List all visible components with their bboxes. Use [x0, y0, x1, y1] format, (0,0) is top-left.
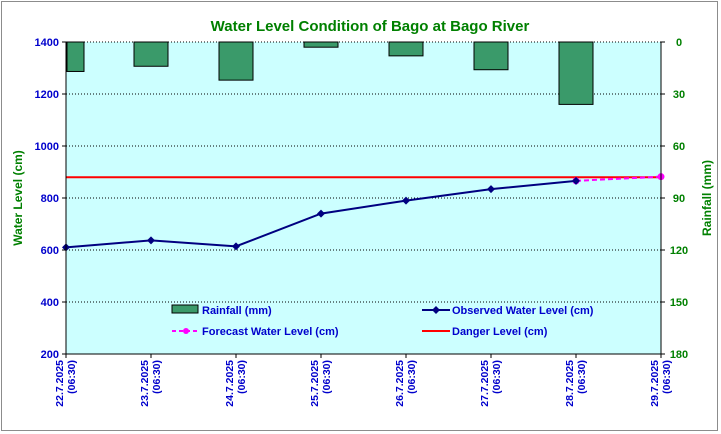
x-tick-time: (06:30)	[321, 360, 333, 394]
y2-tick-label: 180	[670, 349, 688, 361]
y2-tick-label: 0	[676, 37, 682, 49]
legend-marker-observed	[432, 306, 440, 314]
x-tick-label: 23.7.2025 (06:30)	[139, 360, 163, 407]
rainfall-bars	[66, 41, 594, 105]
rainfall-bar	[558, 41, 594, 105]
legend: Rainfall (mm) Observed Water Level (cm) Fo…	[171, 304, 594, 338]
observed-point	[147, 236, 155, 245]
y-tick-label: 800	[41, 193, 59, 205]
legend-item: Observed Water Level (cm)	[422, 305, 594, 317]
legend-label: Observed Water Level (cm)	[452, 305, 594, 317]
legend-marker-forecast	[183, 328, 189, 334]
x-tick-label: 22.7.2025 (06:30)	[54, 360, 78, 407]
water-level-lines	[62, 173, 665, 252]
x-tick-label: 26.7.2025 (06:30)	[394, 360, 418, 407]
x-tick-time: (06:30)	[491, 360, 503, 394]
x-tick-date: 29.7.2025	[649, 360, 661, 407]
rainfall-bar	[218, 41, 254, 81]
observed-point	[572, 176, 580, 185]
x-tick-date: 24.7.2025	[224, 360, 236, 407]
legend-label: Forecast Water Level (cm)	[202, 326, 339, 338]
rainfall-bar	[133, 41, 169, 67]
x-tick-label: 25.7.2025 (06:30)	[309, 360, 333, 407]
legend-label: Rainfall (mm)	[202, 305, 272, 317]
x-tick-time: (06:30)	[66, 360, 78, 394]
y2-tick-label: 60	[673, 141, 685, 153]
x-tick-time: (06:30)	[576, 360, 588, 394]
legend-item: Forecast Water Level (cm)	[172, 326, 339, 338]
rainfall-bar	[473, 41, 509, 71]
y2-tick-label: 150	[670, 297, 688, 309]
x-tick-time: (06:30)	[661, 360, 673, 394]
rainfall-bar	[66, 41, 85, 72]
observed-point	[402, 196, 410, 205]
chart-title: Water Level Condition of Bago at Bago Ri…	[211, 18, 530, 35]
rainfall-bar	[388, 41, 424, 57]
rainfall-bar	[303, 41, 339, 48]
x-tick-time: (06:30)	[151, 360, 163, 394]
forecast-line	[575, 175, 662, 182]
observed-point	[317, 209, 325, 218]
y-tick-label: 600	[41, 245, 59, 257]
y2-tick-label: 120	[670, 245, 688, 257]
legend-item: Rainfall (mm)	[171, 304, 272, 317]
y2-tick-label: 30	[673, 89, 685, 101]
y2-tick-label: 90	[673, 193, 685, 205]
y-tick-label: 1400	[35, 37, 59, 49]
legend-swatch-rainfall	[171, 304, 199, 314]
y2-axis-title: Rainfall (mm)	[700, 160, 714, 236]
x-tick-date: 23.7.2025	[139, 360, 151, 407]
y-tick-label: 400	[41, 297, 59, 309]
x-tick-time: (06:30)	[406, 360, 418, 394]
x-tick-label: 28.7.2025 (06:30)	[564, 360, 588, 407]
axes: 200 400 600 800 1000 1200 1400 0 30 60 90 120 150 180…	[35, 37, 689, 407]
observed-point	[232, 242, 240, 251]
x-tick-date: 26.7.2025	[394, 360, 406, 407]
x-tick-label: 27.7.2025 (06:30)	[479, 360, 503, 407]
x-tick-label: 24.7.2025 (06:30)	[224, 360, 248, 407]
legend-item: Danger Level (cm)	[422, 326, 548, 338]
observed-point	[487, 185, 495, 194]
y-tick-label: 200	[41, 349, 59, 361]
x-tick-date: 25.7.2025	[309, 360, 321, 407]
x-tick-date: 27.7.2025	[479, 360, 491, 407]
x-tick-date: 28.7.2025	[564, 360, 576, 407]
y-axis-title: Water Level (cm)	[11, 150, 25, 246]
x-tick-date: 22.7.2025	[54, 360, 66, 407]
y-tick-label: 1200	[35, 89, 59, 101]
legend-label: Danger Level (cm)	[452, 326, 548, 338]
x-tick-time: (06:30)	[236, 360, 248, 394]
y-tick-label: 1000	[35, 141, 59, 153]
x-tick-label: 29.7.2025 (06:30)	[649, 360, 673, 407]
